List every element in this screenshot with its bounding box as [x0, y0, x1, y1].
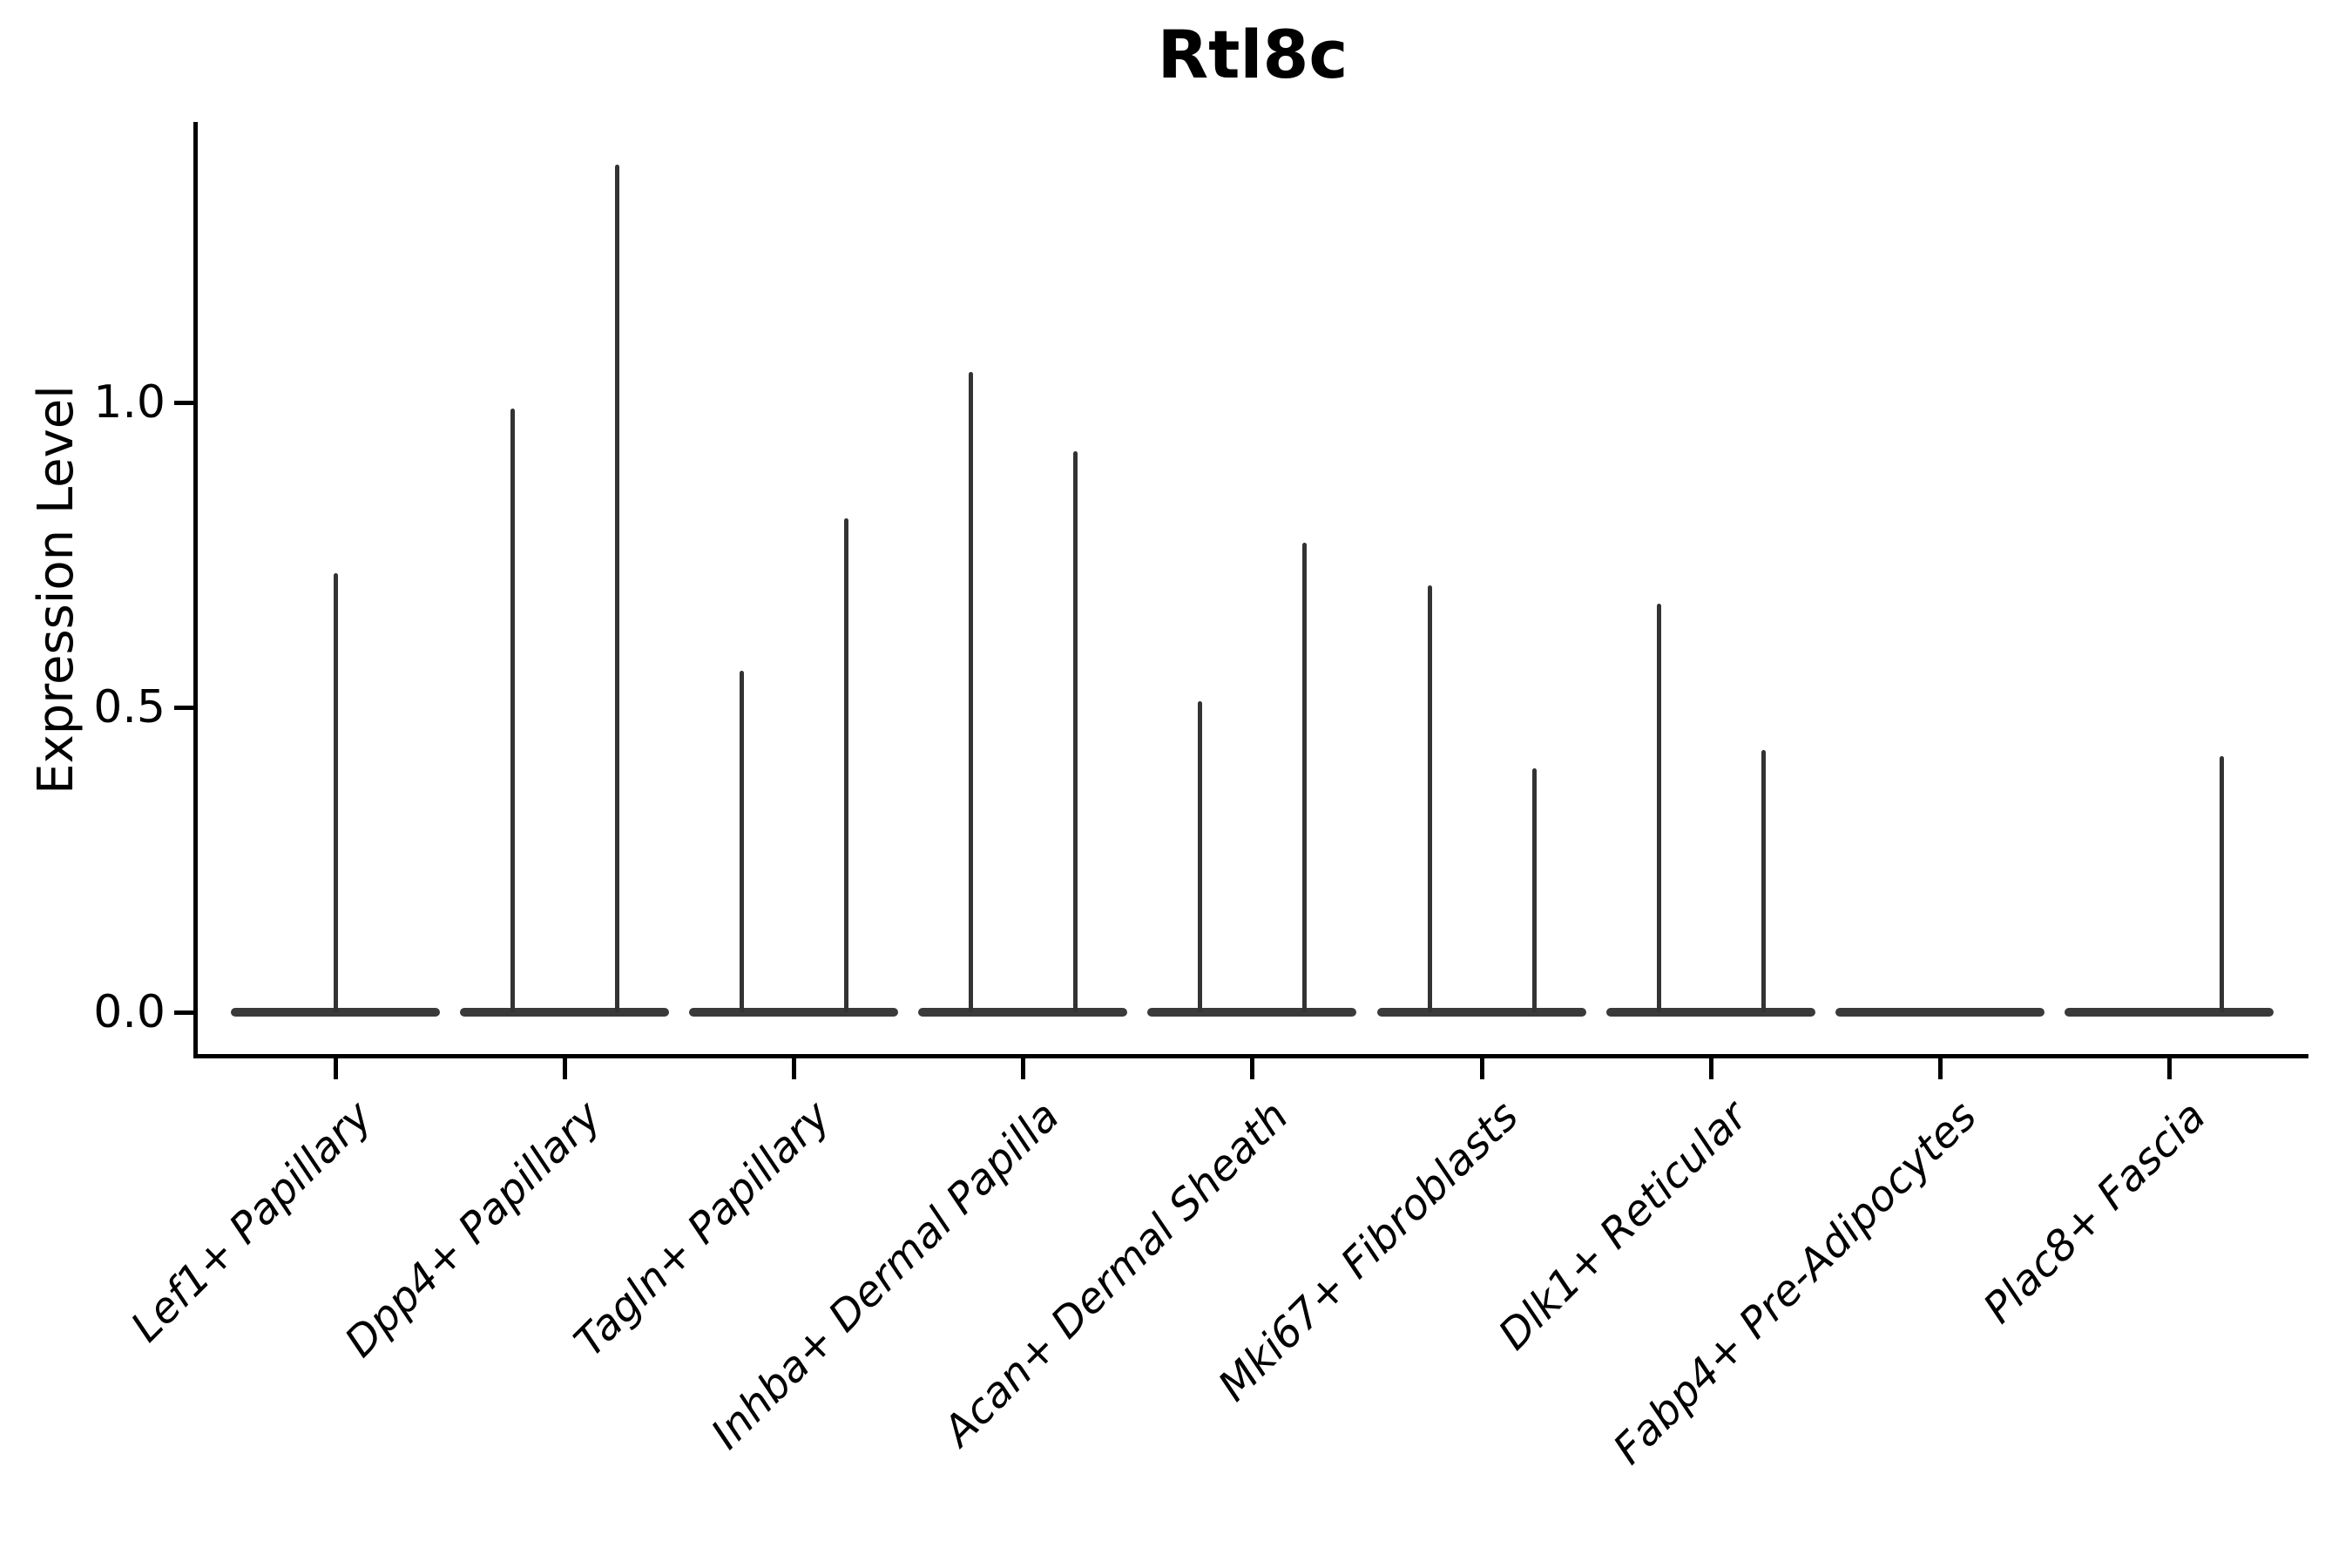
x-tick-mark — [2166, 1058, 2172, 1079]
x-tick-mark — [1021, 1058, 1026, 1079]
x-tick-mark — [1479, 1058, 1484, 1079]
x-tick-label: Plac8+ Fascia — [1974, 1092, 2215, 1333]
x-tick-mark — [1708, 1058, 1713, 1079]
violin-body — [1147, 1008, 1357, 1017]
y-tick-mark — [174, 401, 193, 405]
x-tick-label: Dlk1+ Reticular — [1489, 1092, 1757, 1360]
violin-spike — [1302, 543, 1308, 1012]
violin-spike — [1656, 604, 1661, 1012]
violin-spike — [510, 409, 516, 1012]
x-tick-mark — [1250, 1058, 1255, 1079]
x-tick-label: Dpp4+ Papillary — [335, 1092, 612, 1367]
y-tick-label: 0.0 — [93, 986, 166, 1038]
violin-body — [460, 1008, 670, 1017]
violin-spike — [1198, 701, 1203, 1012]
violin-body — [918, 1008, 1128, 1017]
violin-spike — [1531, 768, 1537, 1012]
y-tick-mark — [174, 706, 193, 710]
violin-spike — [844, 518, 849, 1012]
violin-spike — [969, 372, 974, 1012]
x-tick-label: Mki67+ Fibroblasts — [1208, 1092, 1528, 1411]
violin-spike — [615, 165, 620, 1012]
x-tick-label: Acan+ Dermal Sheath — [934, 1092, 1299, 1456]
violin-spike — [1073, 451, 1078, 1012]
x-tick-mark — [563, 1058, 568, 1079]
violin-body — [1835, 1008, 2044, 1017]
x-tick-label: Fabp4+ Pre-Adipocytes — [1604, 1092, 1986, 1474]
x-tick-label: Tagln+ Papillary — [564, 1092, 841, 1367]
violin-body — [689, 1008, 899, 1017]
y-tick-label: 0.5 — [93, 681, 166, 733]
violin-spike — [740, 671, 745, 1012]
violin-spike — [2219, 756, 2224, 1012]
violin-spike — [1427, 585, 1432, 1012]
x-tick-mark — [334, 1058, 338, 1079]
violin-spike — [334, 573, 338, 1012]
x-tick-mark — [792, 1058, 797, 1079]
violin-spike — [1761, 750, 1766, 1012]
violin-body — [231, 1008, 440, 1017]
x-axis-line — [193, 1054, 2308, 1058]
y-tick-label: 1.0 — [93, 376, 166, 429]
violin-body — [1376, 1008, 1586, 1017]
violin-body — [2064, 1008, 2274, 1017]
x-tick-label: Inhba+ Dermal Papilla — [702, 1092, 1070, 1459]
chart-title: Rtl8c — [1157, 16, 1348, 93]
y-tick-mark — [174, 1010, 193, 1015]
x-tick-mark — [1937, 1058, 1943, 1079]
violin-body — [1605, 1008, 1815, 1017]
y-axis-line — [193, 122, 198, 1058]
